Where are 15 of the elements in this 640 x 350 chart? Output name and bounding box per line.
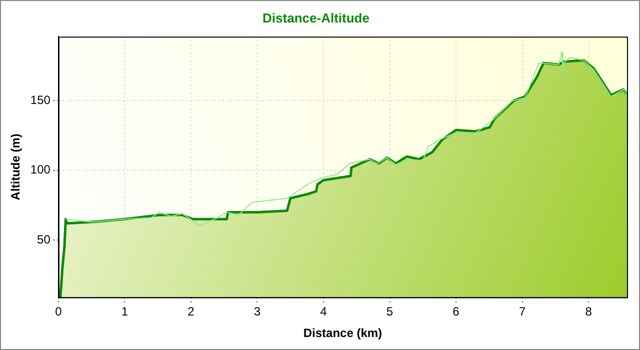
y-tick-label: 100 <box>30 162 51 177</box>
x-tick-label: 3 <box>254 304 261 319</box>
x-tick-label: 1 <box>121 304 128 319</box>
x-tick-label: 2 <box>188 304 195 319</box>
x-tick-label: 6 <box>452 304 460 319</box>
y-axis-title: Altitude (m) <box>8 134 23 200</box>
x-tick-label: 5 <box>386 304 394 319</box>
x-tick-label: 7 <box>518 304 526 319</box>
y-tick-label: 50 <box>37 232 51 246</box>
y-tick-label: 150 <box>30 93 51 108</box>
x-tick-label: 4 <box>320 304 328 319</box>
chart-title: Distance-Altitude <box>262 10 370 26</box>
x-axis-title: Distance (km) <box>303 326 382 340</box>
x-tick-label: 0 <box>55 304 62 319</box>
x-tick-label: 8 <box>585 304 592 319</box>
